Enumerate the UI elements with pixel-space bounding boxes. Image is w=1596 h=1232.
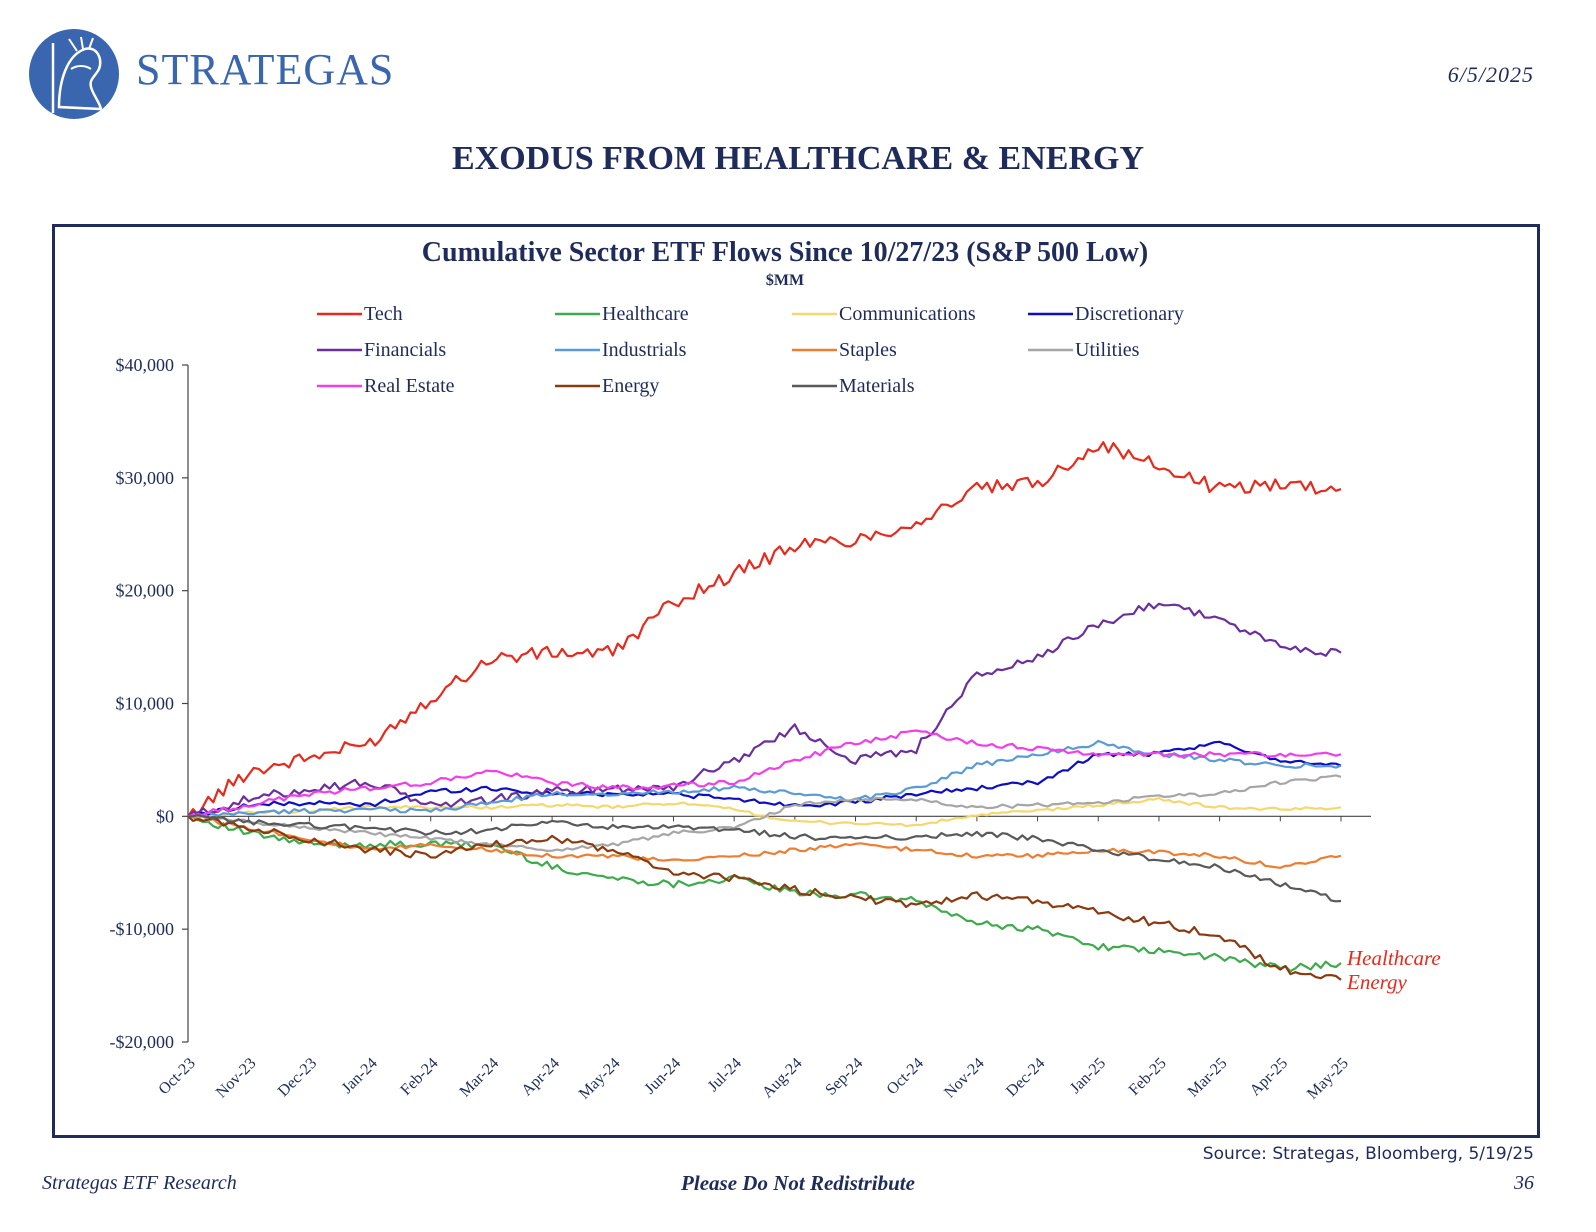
strategas-logo [29, 29, 119, 119]
annotation-energy: Energy [1346, 970, 1408, 994]
series-line-staples [187, 815, 1342, 869]
series-line-real-estate [187, 729, 1342, 818]
legend-label: Real Estate [364, 375, 455, 397]
x-tick-label: Sep-24 [822, 1055, 866, 1099]
x-tick-label: Feb-25 [1126, 1055, 1170, 1099]
x-tick-label: Apr-25 [1247, 1055, 1291, 1099]
series-lines [187, 441, 1342, 981]
series-line-energy [187, 815, 1342, 981]
x-tick-label: Nov-24 [941, 1055, 988, 1102]
x-tick-label: Oct-23 [155, 1055, 198, 1098]
page-number: 36 [1514, 1172, 1534, 1194]
y-tick-label: $30,000 [116, 468, 175, 488]
series-line-utilities [187, 774, 1342, 852]
chart-legend: Tech Healthcare Communications Discretionar… [317, 303, 1184, 397]
footer-disclaimer: Please Do Not Redistribute [681, 1171, 915, 1195]
brand-name: STRATEGAS [136, 45, 395, 94]
x-tick-label: Mar-25 [1185, 1055, 1231, 1101]
y-tick-label: -$10,000 [110, 919, 175, 939]
chart-subtitle: $MM [766, 272, 804, 289]
legend-label: Energy [602, 375, 659, 397]
x-tick-label: Oct-24 [884, 1055, 927, 1098]
chart-axes: -$20,000 -$10,000 $0 $10,000 $20,000 $30,000 $… [110, 355, 1371, 1103]
x-tick-label: Jan-25 [1067, 1055, 1109, 1097]
x-tick-label: Nov-23 [213, 1055, 260, 1102]
legend-label: Financials [364, 339, 446, 361]
legend-label: Tech [364, 303, 403, 325]
legend-label: Communications [839, 303, 976, 325]
source-note: Source: Strategas, Bloomberg, 5/19/25 [1202, 1144, 1534, 1164]
x-tick-label: May-25 [1304, 1055, 1352, 1103]
y-tick-label: $10,000 [116, 694, 175, 714]
y-tick-label: $0 [156, 806, 174, 826]
x-tick-label: Mar-24 [457, 1055, 503, 1101]
page-title: EXODUS FROM HEALTHCARE & ENERGY [451, 140, 1145, 177]
y-tick-label: $20,000 [116, 581, 175, 601]
x-tick-label: Jun-24 [641, 1055, 684, 1098]
y-tick-label: $40,000 [116, 355, 175, 375]
x-tick-label: Aug-24 [759, 1055, 806, 1102]
annotation-healthcare: Healthcare [1346, 946, 1441, 970]
report-date: 6/5/2025 [1447, 62, 1534, 87]
chart-title: Cumulative Sector ETF Flows Since 10/27/… [422, 237, 1148, 268]
footer-research-label: Strategas ETF Research [42, 1172, 237, 1194]
x-tick-label: Dec-24 [1003, 1055, 1048, 1100]
chart-frame [52, 224, 1540, 1138]
legend-label: Healthcare [602, 303, 689, 325]
series-line-materials [188, 814, 1342, 903]
x-tick-label: Dec-23 [275, 1055, 320, 1100]
x-tick-label: Jul-24 [705, 1055, 745, 1095]
line-chart: Cumulative Sector ETF Flows Since 10/27/… [110, 237, 1441, 1103]
legend-label: Materials [839, 375, 915, 397]
legend-label: Staples [839, 339, 897, 361]
y-tick-label: -$20,000 [110, 1032, 175, 1052]
x-tick-label: Feb-24 [397, 1055, 441, 1099]
series-line-financials [187, 602, 1342, 818]
series-line-tech [187, 441, 1342, 817]
legend-label: Discretionary [1075, 303, 1184, 325]
x-tick-label: Jan-24 [339, 1055, 381, 1097]
legend-label: Industrials [602, 339, 687, 361]
legend-label: Utilities [1075, 339, 1140, 361]
series-line-discretionary [187, 740, 1342, 818]
series-line-healthcare [187, 815, 1342, 973]
x-tick-label: Apr-24 [518, 1055, 562, 1099]
x-tick-label: May-24 [576, 1055, 624, 1103]
